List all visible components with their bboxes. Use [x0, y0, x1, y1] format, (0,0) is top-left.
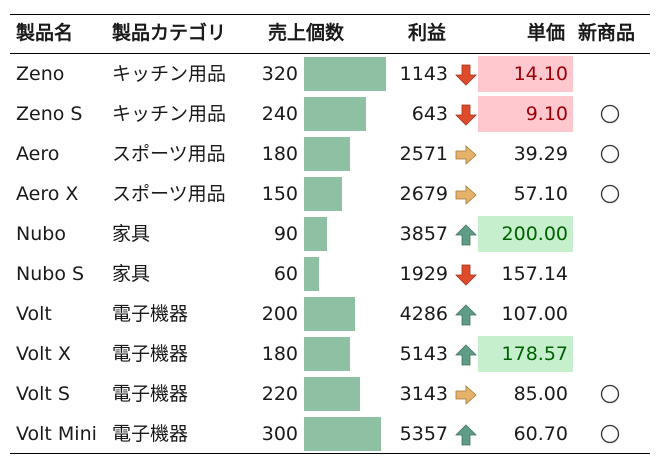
product-name: Zeno — [16, 63, 65, 85]
profit-value: 3857 — [399, 223, 448, 245]
header-new: 新商品 — [578, 22, 636, 44]
sales-count: 240 — [261, 103, 298, 125]
table-row: Nubo 家具 90 3857 200.00 — [10, 214, 650, 254]
unit-price: 157.14 — [501, 263, 568, 285]
product-name: Volt — [16, 303, 52, 325]
sales-count: 220 — [261, 383, 298, 405]
price-highlight — [478, 56, 573, 92]
product-category: 電子機器 — [112, 343, 189, 365]
product-name: Nubo S — [16, 263, 85, 285]
product-category: 家具 — [112, 263, 151, 285]
sales-data-bar — [304, 137, 350, 171]
header-profit: 利益 — [408, 22, 447, 44]
table-row: Nubo S 家具 60 1929 157.14 — [10, 254, 650, 294]
new-product-circle-icon — [600, 384, 620, 404]
product-table: 製品名 製品カテゴリ 売上個数 利益 単価 新商品 Zeno キッチン用品 320 1… — [10, 14, 650, 454]
sales-count: 200 — [261, 303, 298, 325]
price-highlight — [478, 96, 573, 132]
new-product-circle-icon — [600, 104, 620, 124]
unit-price: 60.70 — [513, 423, 568, 445]
sales-data-bar — [304, 97, 366, 131]
sales-count: 60 — [273, 263, 298, 285]
table-row: Aero X スポーツ用品 150 2679 57.10 — [10, 174, 650, 214]
trend-arrow-side-icon — [454, 143, 478, 167]
trend-arrow-side-icon — [454, 183, 478, 207]
profit-value: 2679 — [399, 183, 448, 205]
sales-data-bar — [304, 377, 360, 411]
unit-price: 57.10 — [513, 183, 568, 205]
new-product-circle-icon — [600, 184, 620, 204]
profit-value: 643 — [411, 103, 448, 125]
product-name: Volt S — [16, 383, 70, 405]
table-row: Volt 電子機器 200 4286 107.00 — [10, 294, 650, 334]
table-header: 製品名 製品カテゴリ 売上個数 利益 単価 新商品 — [10, 14, 650, 54]
trend-arrow-up-icon — [454, 303, 478, 327]
sales-data-bar — [304, 217, 327, 251]
product-category: スポーツ用品 — [112, 143, 226, 165]
trend-arrow-down-icon — [454, 103, 478, 127]
table-row: Volt X 電子機器 180 5143 178.57 — [10, 334, 650, 374]
unit-price: 200.00 — [501, 223, 568, 245]
unit-price: 85.00 — [513, 383, 568, 405]
profit-value: 2571 — [399, 143, 448, 165]
sales-count: 180 — [261, 343, 298, 365]
product-name: Volt X — [16, 343, 71, 365]
table-row: Aero スポーツ用品 180 2571 39.29 — [10, 134, 650, 174]
sales-count: 320 — [261, 63, 298, 85]
trend-arrow-up-icon — [454, 423, 478, 447]
sales-count: 180 — [261, 143, 298, 165]
product-category: 電子機器 — [112, 303, 189, 325]
product-name: Volt Mini — [16, 423, 97, 445]
profit-value: 3143 — [399, 383, 448, 405]
header-name: 製品名 — [16, 22, 74, 44]
header-price: 単価 — [527, 22, 566, 44]
trend-arrow-down-icon — [454, 63, 478, 87]
product-name: Aero X — [16, 183, 79, 205]
price-highlight — [478, 336, 573, 372]
price-highlight — [478, 216, 573, 252]
product-category: キッチン用品 — [112, 103, 227, 125]
table-row: Volt Mini 電子機器 300 5357 60.70 — [10, 414, 650, 454]
trend-arrow-side-icon — [454, 383, 478, 407]
profit-value: 1929 — [399, 263, 448, 285]
table-row: Volt S 電子機器 220 3143 85.00 — [10, 374, 650, 414]
unit-price: 9.10 — [525, 103, 568, 125]
sales-data-bar — [304, 417, 381, 451]
profit-value: 5143 — [399, 343, 448, 365]
header-category: 製品カテゴリ — [112, 22, 227, 44]
sales-count: 300 — [261, 423, 298, 445]
product-name: Nubo — [16, 223, 66, 245]
profit-value: 5357 — [399, 423, 448, 445]
sales-data-bar — [304, 257, 319, 291]
trend-arrow-down-icon — [454, 263, 478, 287]
sales-data-bar — [304, 297, 355, 331]
sales-count: 150 — [261, 183, 298, 205]
product-category: 家具 — [112, 223, 151, 245]
new-product-circle-icon — [600, 144, 620, 164]
profit-value: 4286 — [399, 303, 448, 325]
product-category: キッチン用品 — [112, 63, 227, 85]
product-category: 電子機器 — [112, 383, 189, 405]
table-row: Zeno キッチン用品 320 1143 14.10 — [10, 54, 650, 94]
unit-price: 39.29 — [513, 143, 568, 165]
table-row: Zeno S キッチン用品 240 643 9.10 — [10, 94, 650, 134]
product-category: スポーツ用品 — [112, 183, 226, 205]
unit-price: 178.57 — [501, 343, 568, 365]
sales-data-bar — [304, 57, 386, 91]
unit-price: 14.10 — [513, 63, 568, 85]
sales-data-bar — [304, 177, 342, 211]
table-body: Zeno キッチン用品 320 1143 14.10 Zeno S キッチン用品 240 643… — [10, 54, 650, 454]
sales-count: 90 — [273, 223, 298, 245]
trend-arrow-up-icon — [454, 223, 478, 247]
product-name: Zeno S — [16, 103, 83, 125]
product-name: Aero — [16, 143, 60, 165]
new-product-circle-icon — [600, 424, 620, 444]
header-sales: 売上個数 — [268, 22, 345, 44]
unit-price: 107.00 — [501, 303, 568, 325]
trend-arrow-up-icon — [454, 343, 478, 367]
product-category: 電子機器 — [112, 423, 189, 445]
sales-data-bar — [304, 337, 350, 371]
profit-value: 1143 — [399, 63, 448, 85]
